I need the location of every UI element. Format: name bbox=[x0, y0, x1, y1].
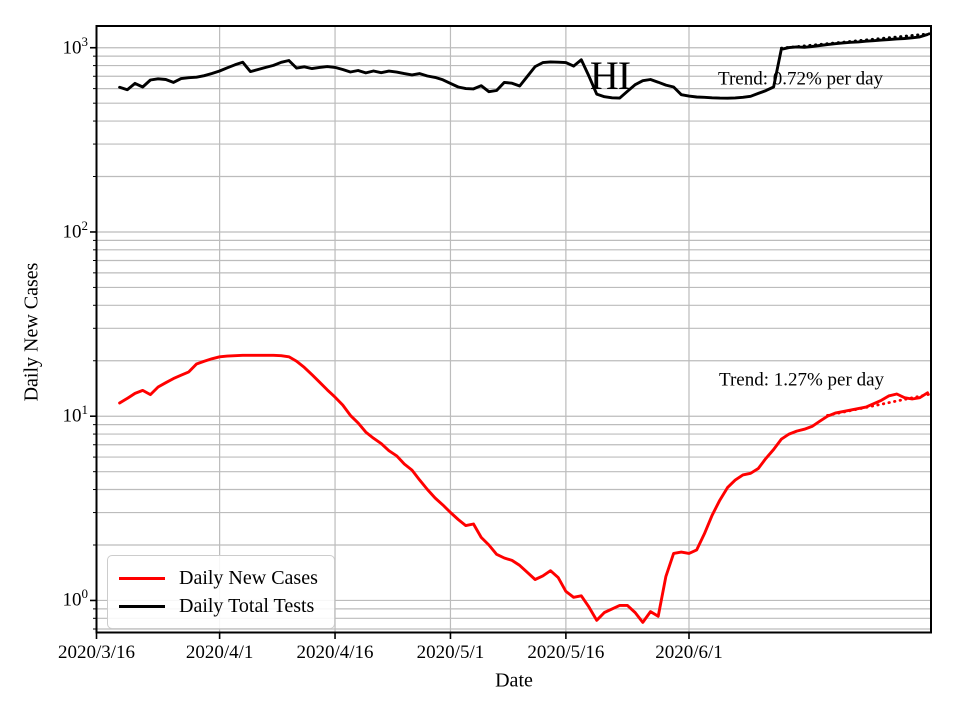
cases-trend-annotation: Trend: 1.27% per day bbox=[719, 369, 884, 391]
x-tick-label: 2020/5/1 bbox=[416, 642, 485, 663]
x-tick-label: 2020/6/1 bbox=[655, 642, 723, 663]
state-annotation: HI bbox=[589, 53, 631, 98]
y-tick-label: 103 bbox=[62, 33, 89, 59]
y-tick-label: 100 bbox=[62, 586, 89, 611]
legend-label: Daily Total Tests bbox=[179, 594, 315, 617]
x-tick-label: 2020/4/1 bbox=[185, 642, 254, 663]
x-tick-label: 2020/5/16 bbox=[527, 642, 605, 663]
legend-entry-daily-total-tests: Daily Total Tests bbox=[119, 592, 318, 620]
y-tick-label: 101 bbox=[62, 402, 89, 427]
legend: Daily New Cases Daily Total Tests bbox=[107, 555, 335, 629]
red-line-swatch bbox=[119, 576, 165, 580]
black-line-swatch bbox=[119, 604, 165, 608]
x-tick-label: 2020/4/16 bbox=[296, 642, 374, 663]
tests-trend-annotation: Trend: 0.72% per day bbox=[718, 68, 883, 90]
legend-entry-daily-new-cases: Daily New Cases bbox=[119, 564, 318, 592]
y-axis-label: Daily New Cases bbox=[20, 262, 43, 402]
y-tick-label: 102 bbox=[62, 218, 89, 243]
x-axis-label: Date bbox=[495, 669, 533, 692]
series-line-daily-total-tests bbox=[118, 33, 929, 100]
series-line-daily-new-cases bbox=[118, 353, 929, 624]
legend-label: Daily New Cases bbox=[179, 566, 318, 589]
axes-spines bbox=[95, 25, 932, 634]
x-tick-label: 2020/3/16 bbox=[57, 642, 136, 663]
